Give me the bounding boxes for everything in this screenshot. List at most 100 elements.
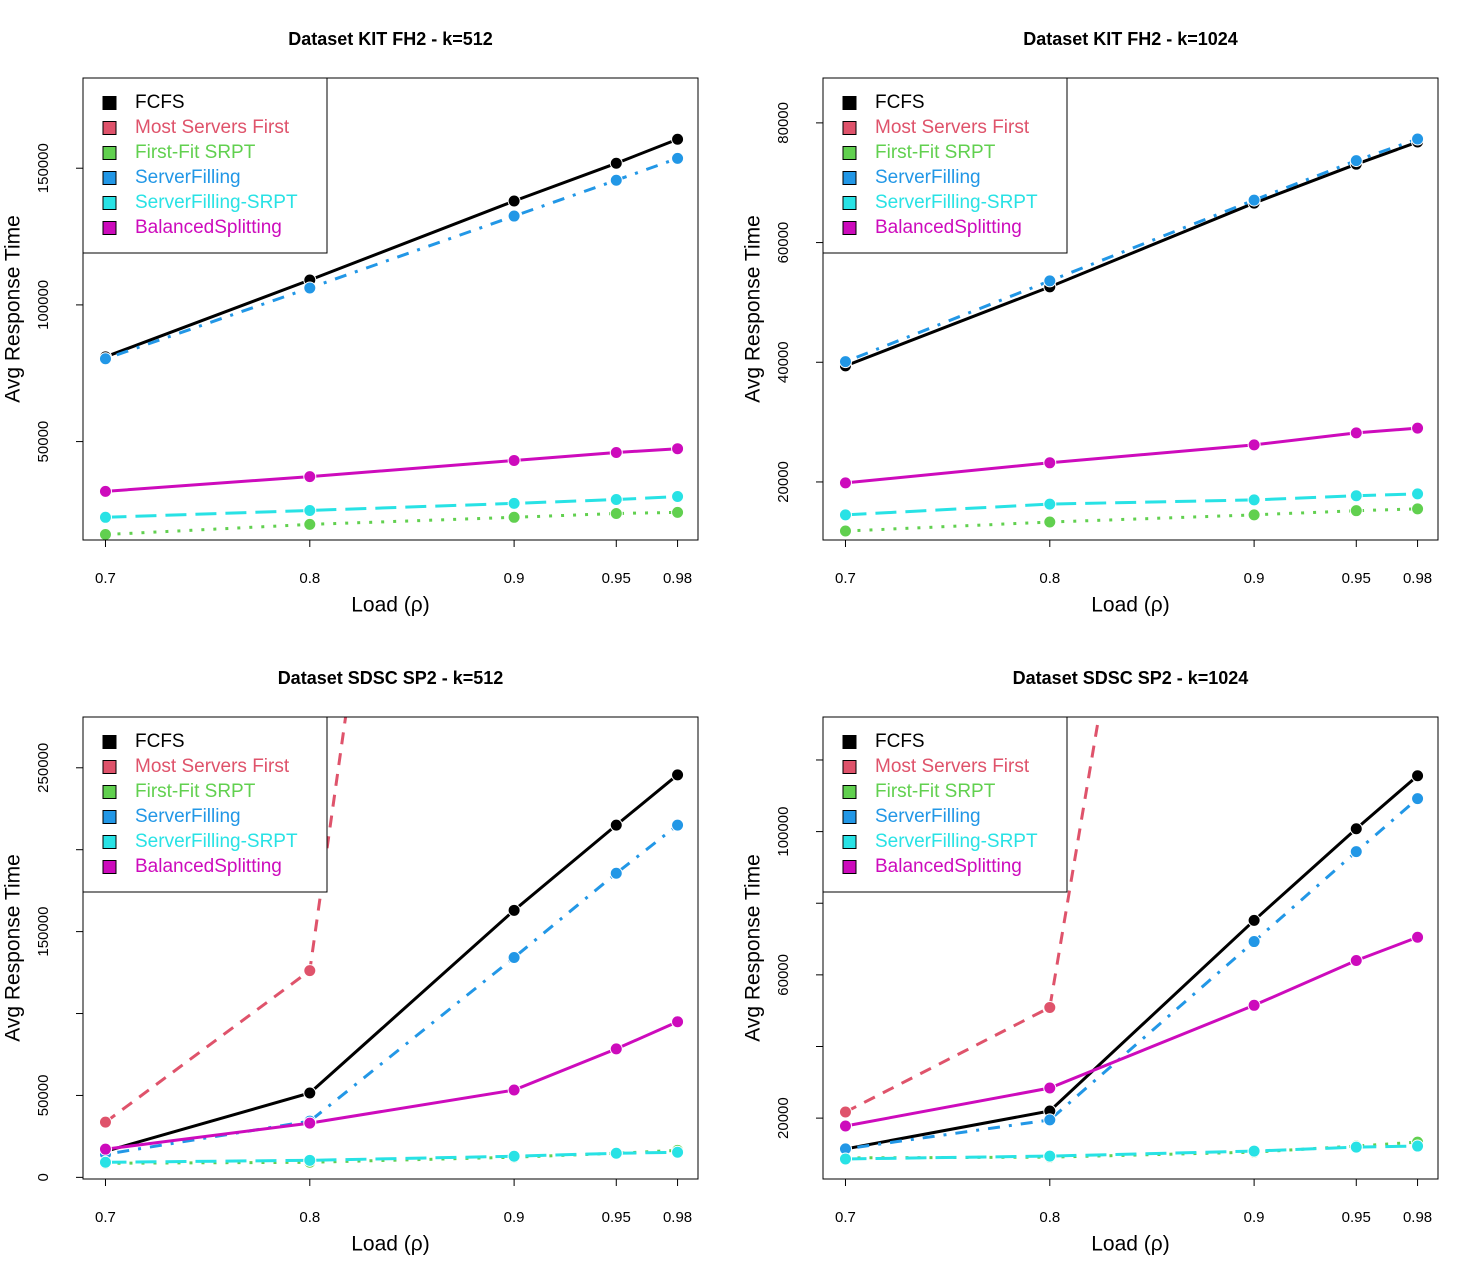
data-point <box>838 355 852 369</box>
plot-area <box>98 132 685 540</box>
legend-label: FCFS <box>135 92 185 113</box>
data-point <box>1247 508 1261 522</box>
legend-swatch <box>102 760 117 774</box>
data-point <box>1043 456 1057 470</box>
legend-swatch <box>842 146 857 160</box>
data-point <box>1043 1149 1057 1163</box>
legend: FCFS Most Servers First First-Fit SRPT Serv… <box>82 716 328 893</box>
series-line <box>105 823 679 1156</box>
data-point <box>838 508 852 522</box>
x-tick-label: 0.98 <box>663 1209 692 1226</box>
data-point <box>1411 769 1425 783</box>
data-point <box>98 1155 112 1169</box>
panel: Dataset SDSC SP2 - k=512 Load (ρ) Avg Resp… <box>2 668 699 1256</box>
data-point <box>1411 792 1425 806</box>
panel: Dataset SDSC SP2 - k=1024 Load (ρ) Avg Res… <box>742 668 1439 1256</box>
x-axis-label: Load (ρ) <box>351 1233 429 1256</box>
x-tick-label: 0.9 <box>504 570 525 587</box>
y-axis-label: Avg Response Time <box>2 215 25 403</box>
data-point <box>609 818 623 832</box>
series-line <box>845 426 1418 485</box>
series-line <box>845 935 1419 1128</box>
legend-swatch <box>842 785 857 799</box>
y-tick-label: 150000 <box>35 143 52 193</box>
series-line <box>105 495 678 519</box>
data-point <box>838 476 852 490</box>
data-point <box>1349 845 1363 859</box>
legend-swatch <box>102 96 117 110</box>
data-point <box>507 1083 521 1097</box>
legend-label: ServerFilling-SRPT <box>875 831 1038 852</box>
data-point <box>1349 822 1363 836</box>
plot-area <box>838 717 1425 1166</box>
data-point <box>507 496 521 510</box>
x-tick-label: 0.95 <box>1342 1209 1371 1226</box>
x-tick-label: 0.95 <box>1342 570 1371 587</box>
data-point <box>671 490 685 504</box>
series-line <box>845 492 1418 517</box>
data-point <box>671 818 685 832</box>
data-point <box>98 528 112 540</box>
plot-area <box>98 717 685 1170</box>
data-point <box>609 1146 623 1160</box>
series-line <box>105 1150 678 1164</box>
legend-label: BalancedSplitting <box>875 217 1022 238</box>
data-point <box>1043 1113 1057 1127</box>
data-point <box>671 151 685 165</box>
x-tick-label: 0.8 <box>299 1209 320 1226</box>
data-point <box>671 1015 685 1029</box>
y-tick-label: 100000 <box>35 280 52 330</box>
data-point <box>98 484 112 498</box>
data-point <box>1247 193 1261 207</box>
legend: FCFS Most Servers First First-Fit SRPT Serv… <box>82 77 328 254</box>
legend-label: FCFS <box>875 92 925 113</box>
data-point <box>98 1142 112 1156</box>
series-line <box>844 137 1419 364</box>
panel: Dataset KIT FH2 - k=512 Load (ρ) Avg Respo… <box>2 29 699 617</box>
y-tick-label: 20000 <box>775 1097 792 1139</box>
legend-box <box>822 77 1068 254</box>
data-point <box>507 209 521 223</box>
x-tick-label: 0.8 <box>299 570 320 587</box>
data-point <box>303 1116 317 1130</box>
x-tick-label: 0.9 <box>1244 1209 1265 1226</box>
y-tick-label: 20000 <box>775 461 792 503</box>
legend-swatch <box>842 835 857 849</box>
legend-swatch <box>102 835 117 849</box>
data-point <box>671 505 685 519</box>
legend-swatch <box>102 196 117 210</box>
data-point <box>671 1145 685 1159</box>
data-point <box>609 1042 623 1056</box>
data-point <box>507 194 521 208</box>
x-tick-label: 0.8 <box>1039 570 1060 587</box>
data-point <box>1043 515 1057 529</box>
legend-label: ServerFilling <box>135 167 241 188</box>
series-line <box>845 507 1418 533</box>
y-axis-label: Avg Response Time <box>742 215 765 403</box>
plot-frame <box>822 716 1439 1180</box>
data-point <box>1411 132 1425 146</box>
x-tick-label: 0.98 <box>1403 1209 1432 1226</box>
data-point <box>303 1086 317 1100</box>
x-tick-label: 0.7 <box>95 570 116 587</box>
data-point <box>303 517 317 531</box>
data-point <box>507 903 521 917</box>
x-tick-label: 0.7 <box>835 1209 856 1226</box>
data-point <box>609 156 623 170</box>
panel: Dataset KIT FH2 - k=1024 Load (ρ) Avg Resp… <box>742 29 1439 617</box>
y-tick-label: 50000 <box>35 1075 52 1117</box>
data-point <box>671 768 685 782</box>
data-point <box>1411 421 1425 435</box>
y-axis-label: Avg Response Time <box>2 854 25 1042</box>
legend-swatch <box>102 146 117 160</box>
data-point <box>303 470 317 484</box>
data-point <box>1247 913 1261 927</box>
data-point <box>1247 493 1261 507</box>
x-axis-label: Load (ρ) <box>1091 594 1169 617</box>
legend-label: First-Fit SRPT <box>135 142 256 163</box>
legend-swatch <box>102 785 117 799</box>
x-tick-label: 0.98 <box>1403 570 1432 587</box>
data-point <box>303 1153 317 1167</box>
data-point <box>838 1105 852 1119</box>
plot-area <box>838 132 1425 538</box>
